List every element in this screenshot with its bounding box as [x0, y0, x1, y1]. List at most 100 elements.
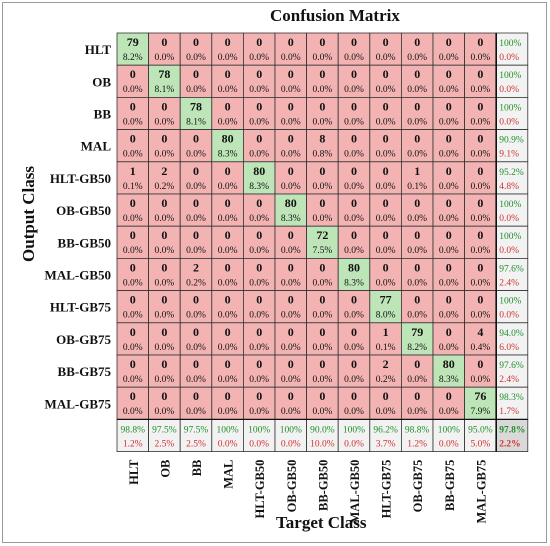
- cell-r11-c0: [116, 386, 150, 420]
- cell-percent-r5-c3: 0.0%: [218, 214, 238, 224]
- row-tick-label-5: OB-GB50: [56, 203, 111, 218]
- cell-percent-r6-c8: 0.0%: [376, 246, 396, 256]
- row-summary-bad-8: 0.0%: [499, 311, 519, 321]
- cell-percent-r8-c0: 0.0%: [123, 311, 143, 321]
- cell-percent-r8-c7: 0.0%: [344, 311, 364, 321]
- cell-percent-r10-c10: 8.3%: [439, 375, 459, 385]
- row-tick-label-3: MAL: [81, 139, 112, 154]
- cell-count-r3-c3: 80: [222, 132, 234, 146]
- cell-count-r0-c9: 0: [414, 35, 420, 49]
- cell-count-r7-c0: 0: [130, 260, 136, 274]
- cell-count-r4-c9: 1: [414, 164, 420, 178]
- cell-count-r2-c8: 0: [383, 99, 389, 113]
- col-summary-good-10: 100%: [438, 425, 460, 435]
- cell-percent-r6-c10: 0.0%: [439, 246, 459, 256]
- cell-r1-c3: [211, 64, 244, 98]
- cell-count-r1-c0: 0: [130, 67, 136, 81]
- cell-count-r2-c6: 0: [319, 99, 325, 113]
- cell-percent-r4-c0: 0.1%: [123, 182, 143, 192]
- cell-percent-r9-c5: 0.0%: [281, 343, 301, 353]
- cell-r5-c1: [148, 193, 181, 227]
- cell-r9-c5: [274, 322, 308, 356]
- cell-r11-c4: [242, 386, 276, 420]
- cell-count-r2-c10: 0: [446, 99, 452, 113]
- cell-percent-r8-c8: 8.0%: [376, 311, 396, 321]
- cell-count-r10-c5: 0: [288, 357, 294, 371]
- chart-title: Confusion Matrix: [270, 6, 400, 25]
- cell-percent-r8-c11: 0.0%: [471, 311, 491, 321]
- row-summary-good-1: 100%: [499, 71, 521, 81]
- cell-count-r5-c8: 0: [383, 196, 389, 210]
- row-summary-bad-0: 0.0%: [499, 53, 519, 63]
- cell-percent-r2-c9: 0.0%: [407, 117, 427, 127]
- cell-r2-c0: [116, 97, 150, 131]
- cell-count-r9-c2: 0: [193, 325, 199, 339]
- cell-count-r10-c0: 0: [130, 357, 136, 371]
- cell-count-r1-c4: 0: [256, 67, 262, 81]
- cell-percent-r7-c7: 8.3%: [344, 278, 364, 288]
- cell-r1-c5: [274, 64, 308, 98]
- cell-count-r0-c11: 0: [477, 35, 483, 49]
- cell-count-r5-c7: 0: [351, 196, 357, 210]
- cell-count-r6-c0: 0: [130, 228, 136, 242]
- cell-count-r1-c3: 0: [225, 67, 231, 81]
- cell-count-r8-c6: 0: [319, 293, 325, 307]
- cell-percent-r10-c11: 0.0%: [471, 375, 491, 385]
- col-tick-label-10: BB-GB75: [443, 460, 457, 511]
- cell-percent-r2-c8: 0.0%: [376, 117, 396, 127]
- cell-r5-c4: [242, 193, 276, 227]
- cell-percent-r3-c4: 0.0%: [249, 150, 269, 160]
- cell-percent-r10-c8: 0.2%: [376, 375, 396, 385]
- cell-count-r4-c4: 80: [253, 164, 265, 178]
- cell-r0-c8: [369, 32, 402, 66]
- col-tick-label-8: HLT-GB75: [380, 460, 394, 519]
- cell-count-r6-c9: 0: [414, 228, 420, 242]
- cell-percent-r0-c1: 0.0%: [155, 53, 175, 63]
- cell-count-r4-c6: 0: [319, 164, 325, 178]
- row-summary-good-6: 100%: [499, 232, 521, 242]
- cell-r5-c8: [369, 193, 402, 227]
- cell-percent-r10-c9: 0.0%: [407, 375, 427, 385]
- cell-r2-c8: [369, 97, 402, 131]
- cell-percent-r0-c6: 0.0%: [313, 53, 333, 63]
- cell-count-r6-c5: 0: [288, 228, 294, 242]
- cell-r1-c9: [400, 64, 434, 98]
- row-summary-cell-11: [495, 386, 529, 420]
- cell-r3-c0: [116, 129, 150, 163]
- cell-r10-c0: [116, 354, 150, 388]
- cell-count-r11-c2: 0: [193, 389, 199, 403]
- cell-percent-r7-c3: 0.0%: [218, 278, 238, 288]
- row-summary-bad-5: 0.0%: [499, 214, 519, 224]
- cell-r5-c0: [116, 193, 150, 227]
- cell-r9-c11: [464, 322, 497, 356]
- cell-percent-r5-c11: 0.0%: [471, 214, 491, 224]
- cell-percent-r5-c7: 0.0%: [344, 214, 364, 224]
- cell-r4-c7: [337, 161, 371, 195]
- cell-count-r2-c5: 0: [288, 99, 294, 113]
- cell-percent-r4-c8: 0.0%: [376, 182, 396, 192]
- cell-count-r6-c1: 0: [161, 228, 167, 242]
- cell-percent-r6-c11: 0.0%: [471, 246, 491, 256]
- cell-percent-r3-c11: 0.0%: [471, 150, 491, 160]
- cell-r2-c1: [148, 97, 181, 131]
- cell-count-r4-c5: 0: [288, 164, 294, 178]
- cell-percent-r8-c1: 0.0%: [155, 311, 175, 321]
- cell-r3-c10: [432, 129, 466, 163]
- cell-percent-r0-c11: 0.0%: [471, 53, 491, 63]
- col-summary-good-1: 97.5%: [152, 425, 177, 435]
- cell-percent-r0-c10: 0.0%: [439, 53, 459, 63]
- cell-count-r4-c8: 0: [383, 164, 389, 178]
- cell-count-r6-c10: 0: [446, 228, 452, 242]
- cell-count-r1-c6: 0: [319, 67, 325, 81]
- cell-r8-c3: [211, 290, 244, 324]
- cell-count-r7-c4: 0: [256, 260, 262, 274]
- cell-percent-r7-c11: 0.0%: [471, 278, 491, 288]
- cell-percent-r2-c6: 0.0%: [313, 117, 333, 127]
- cell-percent-r7-c5: 0.0%: [281, 278, 301, 288]
- col-summary-good-4: 100%: [248, 425, 270, 435]
- cell-percent-r2-c5: 0.0%: [281, 117, 301, 127]
- cell-r10-c3: [211, 354, 244, 388]
- cell-percent-r9-c6: 0.0%: [313, 343, 333, 353]
- cell-count-r11-c1: 0: [161, 389, 167, 403]
